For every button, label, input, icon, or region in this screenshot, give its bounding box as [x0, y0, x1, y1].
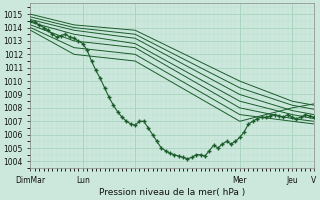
X-axis label: Pression niveau de la mer( hPa ): Pression niveau de la mer( hPa ) — [99, 188, 245, 197]
